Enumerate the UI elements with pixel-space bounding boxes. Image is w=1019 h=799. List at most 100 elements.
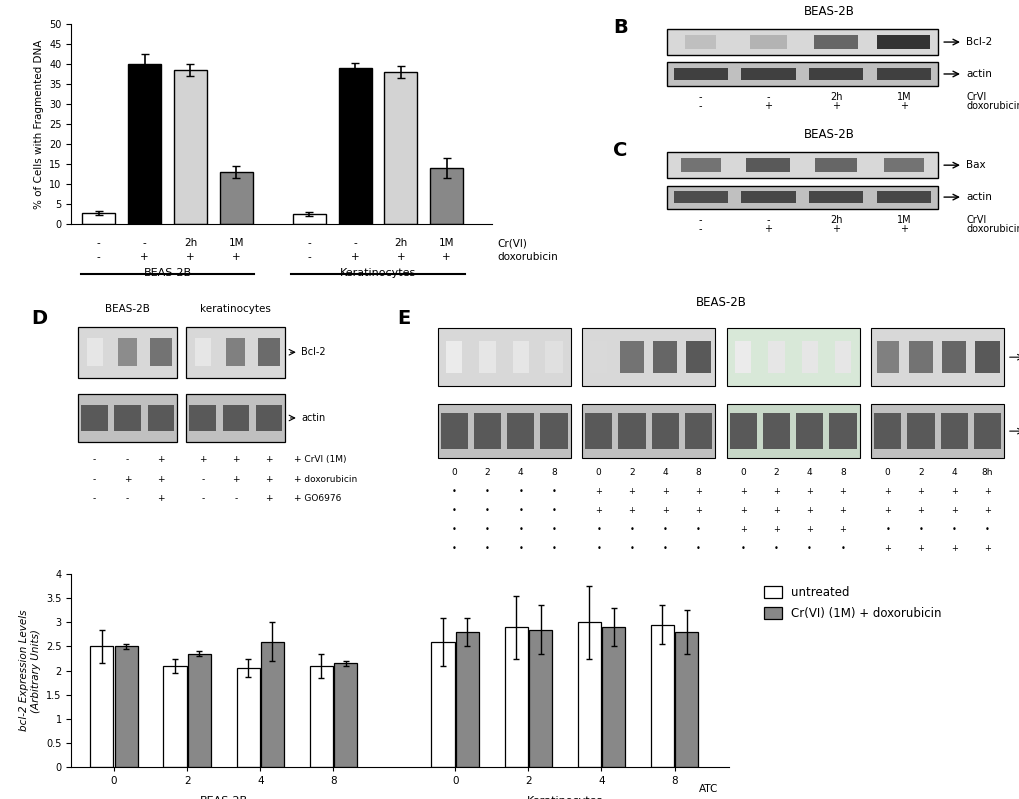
Text: BEAS-2B: BEAS-2B xyxy=(144,268,192,278)
Text: Bcl-2: Bcl-2 xyxy=(966,37,991,47)
Text: +: + xyxy=(739,487,746,496)
Bar xyxy=(940,414,967,449)
Text: +: + xyxy=(265,475,272,483)
Text: C: C xyxy=(612,141,627,160)
Bar xyxy=(118,338,138,366)
Text: •: • xyxy=(518,487,523,496)
Text: •: • xyxy=(485,487,489,496)
Text: D: D xyxy=(32,308,48,328)
Bar xyxy=(685,35,715,49)
Bar xyxy=(762,414,790,449)
Text: •: • xyxy=(451,543,457,553)
Text: 8: 8 xyxy=(695,468,701,477)
Text: •: • xyxy=(551,525,555,534)
Bar xyxy=(685,341,710,373)
Text: +: + xyxy=(265,455,272,464)
Text: 1M: 1M xyxy=(896,215,910,225)
Bar xyxy=(114,405,141,431)
Text: + GO6976: + GO6976 xyxy=(294,495,341,503)
Text: +: + xyxy=(265,495,272,503)
Text: actin: actin xyxy=(966,69,991,79)
Text: +: + xyxy=(123,475,131,483)
Bar xyxy=(746,158,790,172)
Bar xyxy=(148,405,174,431)
Bar xyxy=(908,341,931,373)
Text: •: • xyxy=(629,525,634,534)
Text: +: + xyxy=(763,224,771,234)
Text: -: - xyxy=(93,455,96,464)
Bar xyxy=(652,341,677,373)
Bar xyxy=(666,185,936,209)
Text: •: • xyxy=(884,525,890,534)
Text: Cr(VI): Cr(VI) xyxy=(496,238,527,248)
Text: BEAS-2B: BEAS-2B xyxy=(200,796,248,799)
Text: 1M: 1M xyxy=(896,92,910,101)
Text: •: • xyxy=(485,525,489,534)
Bar xyxy=(83,213,115,224)
Text: -: - xyxy=(234,495,237,503)
Text: -: - xyxy=(698,215,702,225)
Bar xyxy=(973,341,1000,373)
Bar xyxy=(941,341,965,373)
Bar xyxy=(876,35,929,49)
Text: •: • xyxy=(596,525,600,534)
Text: 2h: 2h xyxy=(183,238,197,248)
Bar xyxy=(666,30,936,55)
Bar xyxy=(876,68,930,81)
Bar xyxy=(582,404,714,459)
Text: +: + xyxy=(694,506,701,515)
Bar xyxy=(445,341,462,373)
Text: +: + xyxy=(763,101,771,111)
Text: +: + xyxy=(595,506,601,515)
Bar xyxy=(333,663,357,767)
Text: -: - xyxy=(201,475,204,483)
Text: 2h: 2h xyxy=(394,238,408,248)
Text: -: - xyxy=(307,238,311,248)
Text: +: + xyxy=(628,506,635,515)
Text: +: + xyxy=(805,487,812,496)
Bar xyxy=(618,414,645,449)
Bar xyxy=(650,625,674,767)
Text: keratinocytes: keratinocytes xyxy=(200,304,271,314)
Text: +: + xyxy=(839,525,846,534)
Text: 2h: 2h xyxy=(829,92,842,101)
Text: +: + xyxy=(983,487,989,496)
Text: +: + xyxy=(899,101,907,111)
Text: •: • xyxy=(518,506,523,515)
Text: 8h: 8h xyxy=(980,468,993,477)
Text: +: + xyxy=(396,252,405,262)
Bar xyxy=(338,68,371,224)
Bar xyxy=(163,666,186,767)
Text: +: + xyxy=(950,506,957,515)
Text: BEAS-2B: BEAS-2B xyxy=(695,296,746,308)
Bar xyxy=(187,654,211,767)
Bar xyxy=(437,328,570,386)
Bar xyxy=(292,214,325,224)
Text: +: + xyxy=(772,506,780,515)
Text: +: + xyxy=(157,475,164,483)
Bar xyxy=(186,327,285,378)
Text: +: + xyxy=(917,543,923,553)
Text: +: + xyxy=(628,487,635,496)
Text: +: + xyxy=(739,525,746,534)
Text: -: - xyxy=(698,92,702,101)
Bar xyxy=(195,338,211,366)
Text: -: - xyxy=(93,495,96,503)
Text: doxorubicin: doxorubicin xyxy=(966,101,1019,111)
Bar xyxy=(876,191,930,204)
Bar xyxy=(673,68,728,81)
Text: BEAS-2B: BEAS-2B xyxy=(105,304,150,314)
Bar xyxy=(174,70,207,224)
Text: +: + xyxy=(805,525,812,534)
Text: 2: 2 xyxy=(917,468,923,477)
Bar xyxy=(256,405,282,431)
Text: 2: 2 xyxy=(772,468,779,477)
Text: +: + xyxy=(839,487,846,496)
Bar xyxy=(77,394,177,442)
Bar xyxy=(735,341,751,373)
Bar xyxy=(814,158,856,172)
Bar xyxy=(504,627,527,767)
Bar xyxy=(873,414,901,449)
Bar xyxy=(684,414,711,449)
Bar xyxy=(726,404,859,459)
